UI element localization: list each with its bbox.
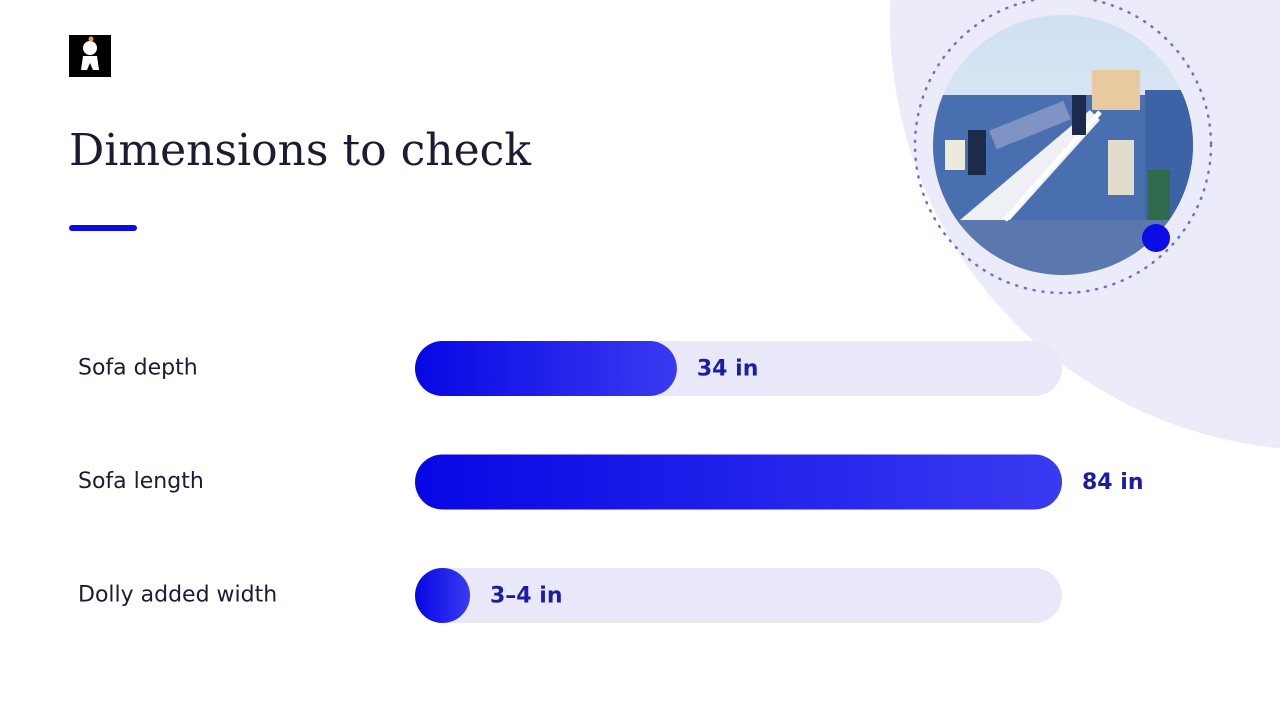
bar bbox=[415, 568, 470, 623]
chart-title: Dimensions to check bbox=[69, 125, 531, 176]
category-label: Sofa length bbox=[78, 469, 204, 494]
bar bbox=[415, 454, 1062, 510]
value-label: 34 in bbox=[697, 357, 758, 382]
title-underline bbox=[69, 225, 137, 231]
bar-track bbox=[415, 568, 1062, 623]
logo bbox=[69, 35, 111, 77]
dotted-ring bbox=[913, 0, 1213, 295]
category-label: Sofa depth bbox=[78, 356, 198, 381]
bar bbox=[415, 341, 677, 396]
value-label: 3–4 in bbox=[490, 584, 562, 609]
category-label: Dolly added width bbox=[78, 583, 277, 608]
accent-dot bbox=[1142, 224, 1170, 252]
value-label: 84 in bbox=[1082, 470, 1143, 495]
